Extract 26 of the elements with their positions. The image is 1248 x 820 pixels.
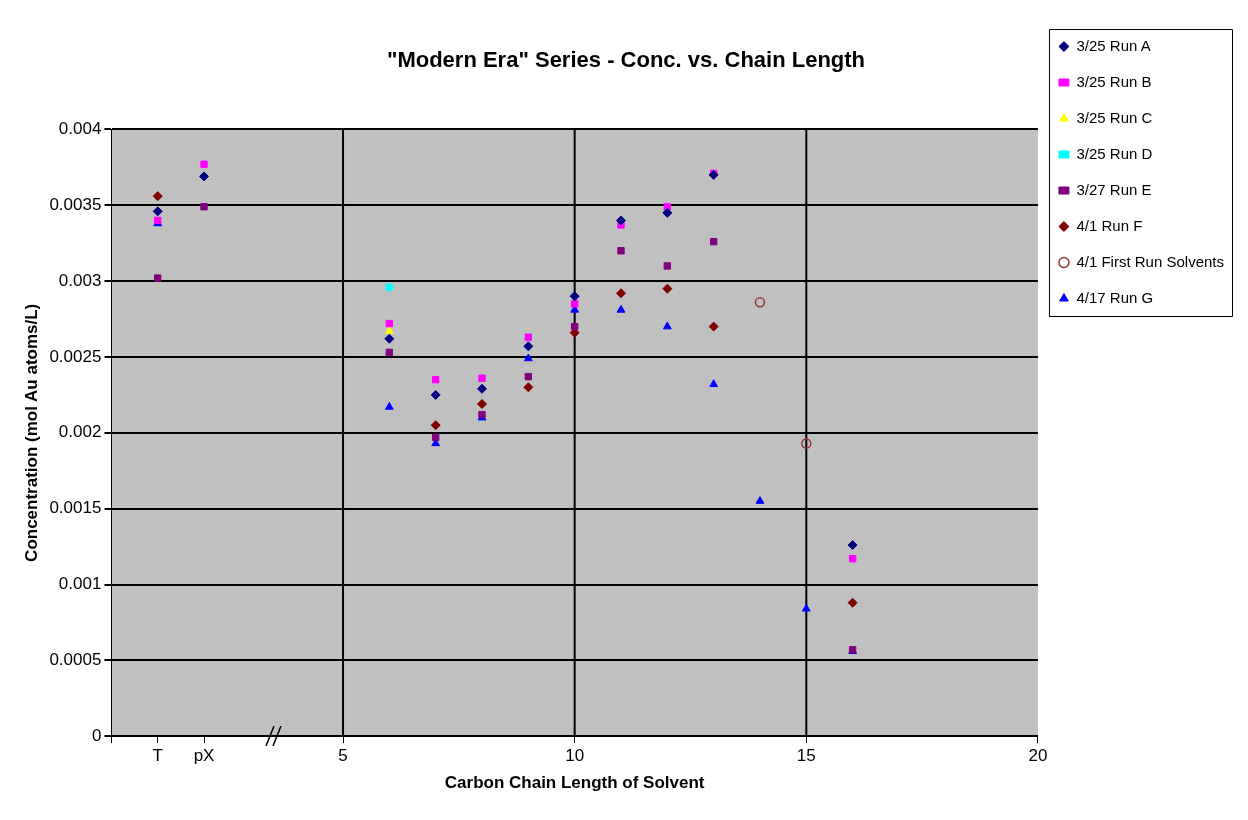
- legend-label: 3/25 Run D: [1076, 144, 1153, 162]
- y-tick-label: 0.0015: [49, 498, 102, 518]
- y-axis-title: Concentration (mol Au atoms/L): [21, 303, 41, 562]
- x-tick-label: T: [152, 746, 163, 766]
- x-tick-label: 15: [796, 746, 816, 766]
- x-tick-label: 20: [1028, 746, 1048, 766]
- x-tick-label: 5: [338, 746, 348, 766]
- legend-label: 4/1 First Run Solvents: [1076, 252, 1224, 270]
- legend-label: 4/17 Run G: [1076, 288, 1154, 306]
- x-tick-label: pX: [193, 746, 215, 766]
- legend-label: 3/25 Run C: [1076, 108, 1153, 126]
- y-tick-label: 0.0005: [49, 650, 102, 670]
- y-tick-label: 0: [91, 725, 102, 745]
- y-tick-label: 0.0025: [49, 346, 102, 366]
- x-tick-label: 10: [565, 746, 585, 766]
- y-tick-label: 0.003: [58, 270, 102, 290]
- legend-label: 3/25 Run A: [1076, 36, 1151, 54]
- legend-label: 4/1 Run F: [1076, 216, 1143, 234]
- y-tick-label: 0.004: [58, 119, 102, 139]
- legend-label: 3/27 Run E: [1076, 180, 1152, 198]
- y-tick-label: 0.0035: [49, 194, 102, 214]
- chart-title: "Modern Era" Series - Conc. vs. Chain Length: [386, 47, 866, 73]
- y-tick-label: 0.001: [58, 574, 102, 594]
- y-tick-label: 0.002: [58, 422, 102, 442]
- legend-label: 3/25 Run B: [1076, 72, 1152, 90]
- x-axis-title: Carbon Chain Length of Solvent: [444, 773, 705, 793]
